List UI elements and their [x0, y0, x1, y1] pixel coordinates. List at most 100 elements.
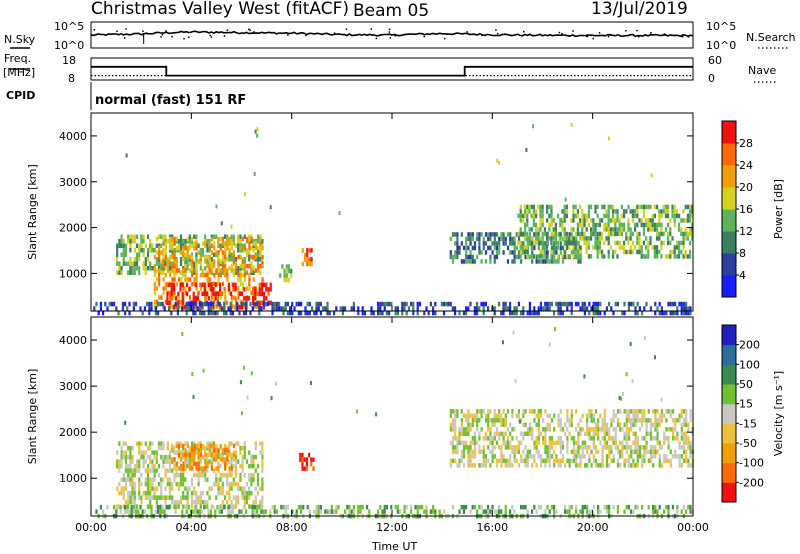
- heatmap-cell: [480, 504, 483, 510]
- heatmap-cell: [451, 254, 455, 260]
- heatmap-cell: [160, 270, 163, 275]
- heatmap-cell: [535, 422, 538, 428]
- heatmap-cell: [155, 459, 158, 464]
- heatmap-cell: [182, 257, 185, 262]
- heatmap-cell: [116, 463, 119, 469]
- heatmap-cell: [669, 427, 672, 432]
- heatmap-cell: [530, 227, 533, 232]
- heatmap-cell: [579, 231, 582, 237]
- heatmap-cell: [261, 239, 264, 244]
- heatmap-cell: [623, 222, 626, 228]
- heatmap-cell: [563, 236, 566, 241]
- heatmap-cell: [469, 458, 472, 464]
- heatmap-cell: [451, 504, 454, 510]
- heatmap-cell: [164, 245, 167, 251]
- heatmap-cell: [118, 468, 121, 473]
- heatmap-cell: [140, 454, 143, 460]
- heatmap-cell: [568, 418, 571, 423]
- heatmap-cell: [585, 218, 588, 223]
- heatmap-cell: [473, 440, 477, 446]
- heatmap-cell: [164, 261, 167, 266]
- heatmap-cell: [577, 463, 580, 468]
- heatmap-cell: [129, 495, 132, 500]
- heatmap-cell: [106, 306, 109, 311]
- heatmap-cell: [465, 427, 468, 432]
- heatmap-cell: [221, 263, 225, 269]
- heatmap-cell: [173, 504, 176, 509]
- heatmap-cell: [532, 218, 535, 223]
- heatmap-cell: [678, 440, 681, 446]
- heatmap-cell: [226, 236, 229, 242]
- heatmap-cell: [526, 254, 529, 259]
- heatmap-cell: [660, 397, 663, 402]
- heatmap-cell: [308, 509, 311, 514]
- heatmap-cell: [224, 259, 227, 264]
- heatmap-cell: [144, 441, 147, 446]
- heatmap-cell: [195, 472, 198, 478]
- heatmap-cell: [687, 440, 690, 446]
- heatmap-cell: [592, 301, 595, 307]
- heatmap-cell: [177, 466, 181, 471]
- heatmap-cell: [572, 458, 576, 464]
- heatmap-cell: [319, 509, 322, 514]
- heatmap-cell: [410, 509, 413, 514]
- heatmap-cell: [241, 257, 244, 262]
- heatmap-cell: [306, 504, 309, 510]
- heatmap-cell: [138, 270, 141, 275]
- heatmap-cell: [124, 468, 128, 473]
- heatmap-cell: [623, 249, 626, 255]
- heatmap-cell: [383, 504, 386, 510]
- heatmap-cell: [643, 306, 646, 311]
- heatmap-cell: [616, 449, 620, 455]
- heatmap-cell: [237, 459, 240, 464]
- heatmap-cell: [186, 504, 189, 509]
- heatmap-cell: [625, 431, 628, 437]
- heatmap-cell: [190, 477, 194, 482]
- heatmap-cell: [258, 310, 261, 316]
- heatmap-cell: [184, 486, 187, 491]
- heatmap-cell: [308, 452, 311, 458]
- heatmap-cell: [658, 418, 661, 423]
- heatmap-cell: [587, 209, 590, 214]
- heatmap-cell: [185, 509, 188, 514]
- heatmap-cell: [182, 243, 185, 248]
- heatmap-cell: [519, 254, 522, 259]
- heatmap-cell: [313, 310, 316, 316]
- heatmap-cell: [131, 490, 134, 496]
- heatmap-cell: [297, 310, 300, 316]
- heatmap-cell: [164, 504, 167, 509]
- heatmap-cell: [228, 452, 231, 458]
- heatmap-cell: [467, 245, 470, 251]
- heatmap-cell: [552, 227, 555, 232]
- heatmap-cell: [537, 241, 540, 246]
- heatmap-cell: [184, 286, 187, 291]
- y-tick-label: 3000: [59, 380, 87, 393]
- nsky-spike: [625, 30, 627, 32]
- heatmap-cell: [256, 509, 259, 514]
- heatmap-cell: [379, 310, 382, 316]
- heatmap-cell: [238, 509, 241, 514]
- heatmap-cell: [315, 509, 318, 514]
- heatmap-cell: [467, 259, 470, 264]
- heatmap-cell: [133, 234, 136, 239]
- heatmap-cell: [228, 472, 231, 478]
- heatmap-cell: [303, 457, 306, 462]
- heatmap-cell: [460, 454, 463, 459]
- heatmap-cell: [217, 481, 220, 487]
- heatmap-cell: [205, 291, 208, 297]
- heatmap-cell: [171, 499, 174, 505]
- heatmap-cell: [164, 266, 167, 271]
- heatmap-cell: [199, 441, 202, 446]
- heatmap-cell: [664, 254, 667, 259]
- heatmap-cell: [172, 282, 175, 288]
- heatmap-cell: [239, 263, 242, 269]
- heatmap-cell: [138, 495, 141, 500]
- heatmap-cell: [213, 241, 216, 246]
- heatmap-cell: [195, 495, 198, 500]
- heatmap-cell: [186, 277, 189, 282]
- heatmap-cell: [125, 153, 128, 158]
- heatmap-cell: [627, 301, 630, 307]
- heatmap-cell: [138, 257, 141, 262]
- heatmap-cell: [579, 249, 582, 255]
- heatmap-cell: [612, 458, 615, 464]
